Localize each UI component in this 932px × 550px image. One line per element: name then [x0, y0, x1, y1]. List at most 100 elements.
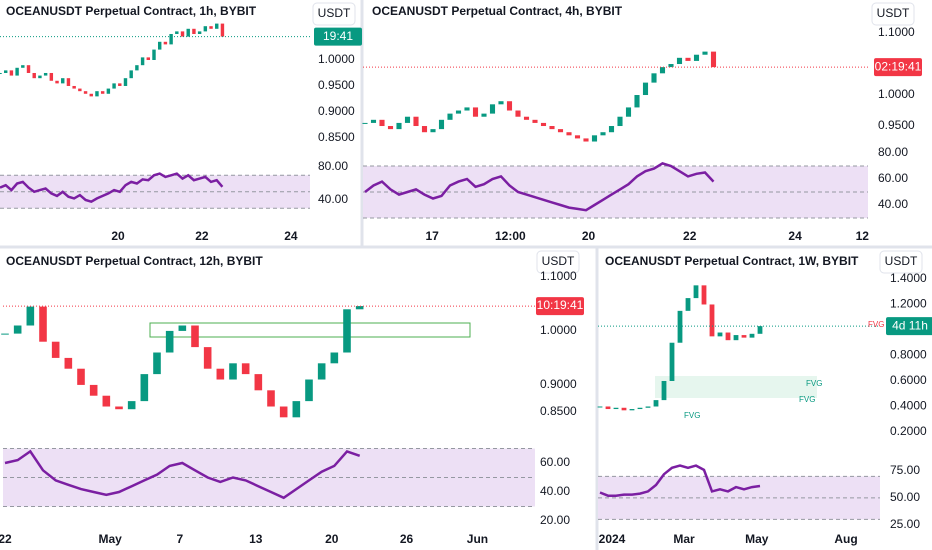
x-tick-label: 12: [856, 229, 870, 243]
candle: [330, 352, 339, 364]
candle: [279, 406, 288, 418]
candle: [254, 374, 263, 391]
candle: [438, 119, 445, 130]
candle: [140, 374, 149, 402]
currency-box[interactable]: [536, 250, 580, 274]
candle: [557, 129, 564, 133]
y-tick-label: 0.9500: [878, 118, 915, 132]
candle: [191, 325, 199, 348]
candle: [9, 70, 14, 76]
x-tick-label: May: [745, 532, 769, 546]
x-tick-label: 22: [195, 229, 209, 243]
candle: [404, 116, 411, 123]
candle: [83, 91, 88, 94]
candle: [3, 70, 8, 73]
y-tick-label: 1.2000: [890, 297, 927, 311]
currency-label[interactable]: USDT: [885, 254, 918, 268]
candle: [129, 70, 133, 79]
candle: [197, 31, 202, 34]
candle: [267, 390, 275, 407]
candle: [178, 325, 187, 331]
candle: [566, 132, 572, 136]
candle: [634, 95, 640, 108]
candle: [661, 380, 667, 401]
candle: [292, 401, 301, 418]
candle: [61, 78, 65, 84]
candle: [135, 65, 139, 71]
y-tick-label: 1.0000: [540, 323, 577, 337]
candle: [39, 306, 47, 342]
candle: [651, 73, 657, 83]
price-badge: [874, 58, 922, 77]
candle: [100, 91, 105, 94]
candle: [498, 101, 504, 105]
candle: [180, 31, 185, 37]
candle: [13, 325, 22, 334]
x-tick-label: May: [98, 532, 122, 546]
currency-label[interactable]: USDT: [542, 254, 575, 268]
fvg-label: FVG: [684, 411, 700, 420]
candle: [26, 306, 35, 326]
fvg-label: FVG: [868, 320, 884, 329]
candle: [241, 363, 250, 375]
candle: [489, 104, 496, 114]
candle: [89, 93, 93, 97]
candle: [229, 363, 237, 380]
candle: [685, 57, 691, 61]
price-badge-label: 4d 11h: [892, 318, 928, 332]
candle: [693, 285, 699, 299]
candle: [1, 333, 9, 335]
rsi-tick-label: 40.00: [318, 192, 348, 206]
candle: [605, 406, 611, 410]
candle: [430, 129, 436, 133]
x-tick-label: 26: [400, 532, 414, 546]
candle: [653, 400, 659, 407]
candle: [574, 135, 581, 139]
x-tick-label: 13: [249, 532, 263, 546]
chart-title: OCEANUSDT Perpetual Contract, 4h, BYBIT: [372, 4, 623, 18]
candle: [387, 126, 394, 130]
x-tick-label: 17: [425, 229, 439, 243]
candle: [506, 101, 513, 111]
y-tick-label: 1.1000: [540, 269, 577, 283]
y-tick-label: 0.2000: [890, 424, 927, 438]
candle: [0, 72, 2, 74]
rsi-tick-label: 60.00: [540, 455, 570, 469]
rsi-line: [364, 162, 715, 212]
y-tick-label: 0.8000: [890, 348, 927, 362]
candle: [370, 119, 377, 123]
rsi-tick-label: 60.00: [878, 171, 908, 185]
y-tick-label: 0.8500: [318, 130, 355, 144]
candle: [597, 406, 603, 408]
candle: [32, 72, 36, 79]
candle: [583, 138, 589, 142]
chart-title: OCEANUSDT Perpetual Contract, 1h, BYBIT: [6, 4, 257, 18]
price-badge: [536, 297, 584, 316]
candle: [215, 23, 219, 29]
candle: [64, 357, 73, 369]
candle: [95, 91, 99, 97]
candle: [362, 122, 368, 124]
candle: [677, 310, 683, 343]
currency-box[interactable]: [871, 2, 915, 26]
x-tick-label: 24: [788, 229, 802, 243]
y-tick-label: 1.4000: [890, 271, 927, 285]
currency-box[interactable]: [879, 250, 923, 274]
candle: [51, 341, 60, 358]
currency-box[interactable]: [312, 2, 356, 26]
price-badge: [886, 317, 932, 336]
currency-label[interactable]: USDT: [318, 6, 351, 20]
candle: [209, 26, 213, 29]
candle: [621, 407, 627, 411]
x-tick-label: 20: [582, 229, 596, 243]
candle: [169, 33, 173, 45]
candle: [123, 78, 128, 86]
currency-label[interactable]: USDT: [877, 6, 910, 20]
candle: [693, 54, 700, 61]
y-tick-label: 1.0000: [878, 87, 915, 101]
candle: [396, 122, 402, 130]
candle: [669, 342, 675, 381]
candle: [192, 28, 196, 34]
candle: [600, 132, 606, 136]
